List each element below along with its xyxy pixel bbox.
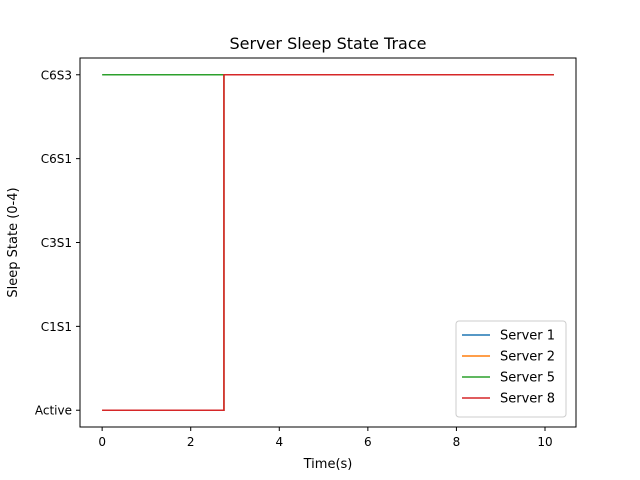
y-tick-label: C1S1 [41, 320, 72, 334]
legend-frame [455, 320, 567, 418]
chart-title: Server Sleep State Trace [230, 34, 427, 53]
y-axis-label: Sleep State (0-4) [6, 187, 21, 297]
y-tick-label: C6S3 [41, 68, 72, 82]
legend-label-server-5: Server 5 [500, 371, 555, 386]
x-tick-label: 10 [537, 435, 552, 449]
legend-label-server-8: Server 8 [500, 392, 555, 407]
x-tick-label: 8 [453, 435, 461, 449]
series-line-server-8 [102, 74, 554, 411]
plot-frame [79, 57, 577, 428]
legend-label-server-2: Server 2 [500, 350, 555, 365]
x-tick-label: 4 [275, 435, 283, 449]
series-layer [102, 74, 554, 411]
y-tick-label: C6S1 [41, 152, 72, 166]
legend: Server 1 Server 2 Server 5 Server 8 [455, 320, 567, 418]
x-tick-label: 2 [187, 435, 195, 449]
legend-label-server-1: Server 1 [500, 329, 555, 344]
x-tick-label: 0 [98, 435, 106, 449]
y-tick-label: C3S1 [41, 236, 72, 250]
y-axis-ticks: Active C1S1 C3S1 C6S1 C6S3 [35, 68, 80, 418]
x-axis-label: Time(s) [303, 457, 353, 472]
x-axis-ticks: 0 2 4 6 8 10 [98, 427, 553, 449]
y-tick-label: Active [35, 404, 72, 418]
x-tick-label: 6 [364, 435, 372, 449]
